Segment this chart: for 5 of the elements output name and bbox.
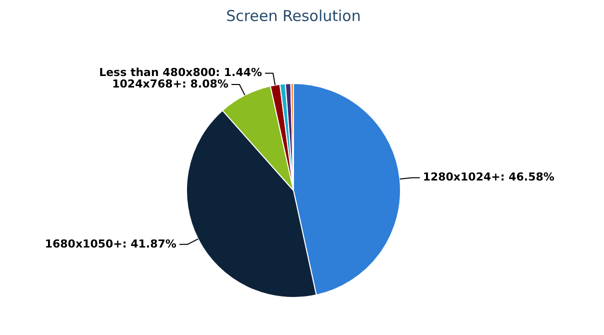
chart-title: Screen Resolution bbox=[226, 6, 361, 25]
slice-label: 1280x1024+: 46.58% bbox=[422, 170, 554, 184]
slice-label: 1680x1050+: 41.87% bbox=[44, 237, 176, 250]
slice-label: 1024x768+: 8.08% bbox=[112, 77, 228, 90]
slice-label: Less than 480x800: 1.44% bbox=[99, 66, 262, 80]
